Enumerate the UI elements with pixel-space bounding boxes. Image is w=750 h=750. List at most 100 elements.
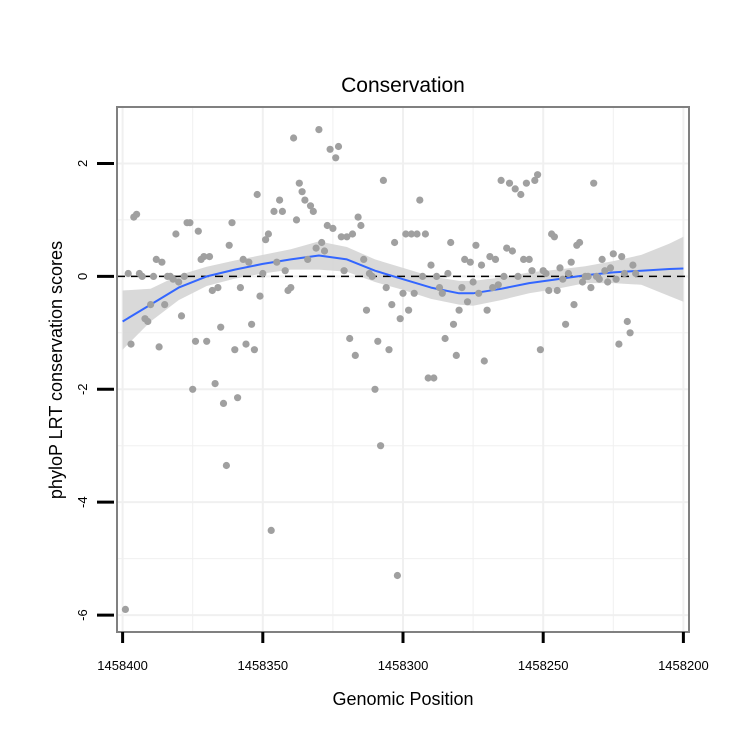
data-point [520,255,528,263]
data-point [590,179,598,187]
data-point [382,284,390,292]
data-point [598,255,606,263]
data-point [357,221,365,230]
data-point [278,207,286,215]
data-point [298,188,306,196]
smooth-line-layer [122,254,684,323]
data-point [413,230,421,238]
data-point [138,272,146,280]
y-tick-label: -4 [75,496,90,508]
data-point [250,346,258,354]
data-point [399,289,407,297]
data-point [144,317,152,326]
data-point [177,312,186,320]
data-point [262,236,270,244]
data-point [562,320,570,328]
x-tick-label: 1458200 [658,658,709,673]
data-point [606,264,615,272]
data-point [494,281,502,289]
data-point [620,269,629,278]
data-point [455,306,463,314]
data-point [194,227,202,235]
data-point [225,241,233,249]
data-point [360,255,368,263]
confidence-band-layer [122,236,684,350]
x-axis-ticks: 1458400 1458350 1458300 1458250 1458200 [97,632,709,673]
data-point [239,255,247,263]
data-point [273,258,281,266]
data-point [219,399,228,407]
data-point [601,267,609,275]
data-point [618,253,626,261]
data-point [472,241,480,249]
data-point [438,289,446,297]
data-point [354,213,362,221]
data-point [259,269,267,278]
data-point [545,286,553,295]
data-point [343,233,351,241]
data-point [503,244,511,252]
data-point [127,340,135,348]
data-point [276,196,284,204]
data-point [410,289,418,297]
data-point [449,320,458,328]
data-point [304,255,312,263]
data-point [534,171,542,179]
data-point [391,238,399,247]
data-point [200,253,208,261]
data-point [121,605,129,614]
y-tick-label: -6 [75,609,90,621]
data-point [491,255,500,263]
data-point [615,340,623,348]
data-point [368,272,376,280]
data-point [564,269,573,278]
data-point [578,278,587,286]
data-point [155,343,163,351]
data-point [189,385,197,393]
x-tick-label: 1458400 [97,658,148,673]
data-point [388,301,396,309]
data-point [205,253,214,261]
data-point [169,275,177,283]
data-point [556,264,564,272]
data-point [396,315,404,323]
data-point [497,176,505,184]
data-point [416,196,424,204]
data-point [175,278,183,286]
data-point [351,351,359,359]
data-point [559,275,567,283]
data-point [191,337,200,345]
data-point [444,269,452,278]
data-point [348,230,357,238]
data-point [270,207,278,215]
data-point [433,272,441,280]
data-point [203,337,211,345]
data-point [489,284,497,292]
data-point [427,261,435,269]
smooth-line [122,254,684,323]
data-point [309,207,317,215]
data-point [483,306,491,314]
data-point [542,269,550,278]
data-point [402,230,410,238]
data-point [461,255,469,263]
data-point [505,179,514,187]
data-point [385,346,393,354]
data-point [379,176,387,184]
data-point [595,275,603,283]
data-point [253,190,261,199]
data-point [584,272,592,280]
data-point [152,255,160,263]
data-point [292,216,301,224]
y-axis-ticks: 2 0 -2 -4 -6 [75,160,114,621]
data-point [522,179,531,187]
data-point [587,284,595,292]
data-point [477,261,486,269]
data-point [632,269,640,278]
data-point [301,196,309,204]
data-point [405,306,413,314]
data-point [430,374,438,382]
data-point [435,284,444,292]
data-point [346,334,354,343]
data-point [217,323,225,331]
